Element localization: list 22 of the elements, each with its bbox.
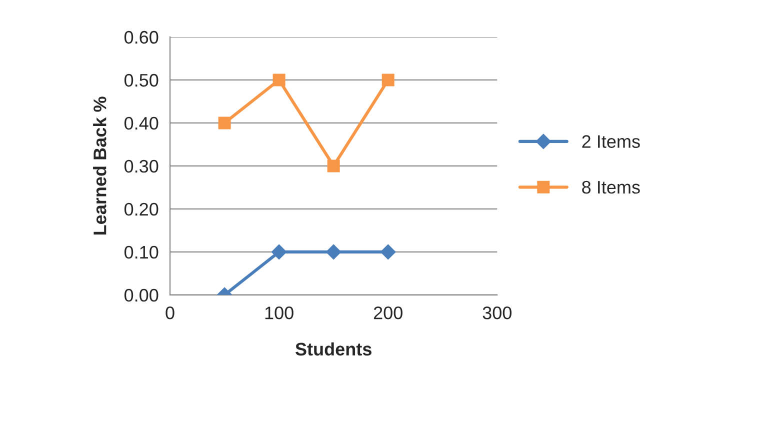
point [380, 244, 396, 260]
point [271, 244, 287, 260]
point [218, 116, 231, 130]
point [327, 160, 340, 172]
legend-label: 8 Items [582, 180, 640, 194]
y-tick-label: 0.30 [124, 160, 158, 173]
x-axis-title: Students [295, 342, 372, 356]
x-tick-label: 300 [482, 306, 512, 320]
point [382, 74, 394, 86]
y-axis-title: Learned Back % [93, 96, 106, 234]
x-tick-label: 200 [374, 306, 402, 320]
y-tick-label: 0.10 [124, 246, 158, 259]
legend-label: 2 Items [582, 135, 640, 148]
x-tick-label: 100 [265, 306, 294, 320]
y-tick-label: 0.50 [124, 74, 158, 87]
y-tick-label: 0.40 [124, 116, 158, 130]
y-tick-label: 0.60 [124, 30, 158, 44]
y-tick-label: 0.00 [124, 288, 158, 302]
x-tick-label: 0 [166, 306, 174, 320]
point [272, 74, 286, 86]
y-tick-label: 0.20 [124, 202, 158, 216]
point [326, 244, 342, 260]
